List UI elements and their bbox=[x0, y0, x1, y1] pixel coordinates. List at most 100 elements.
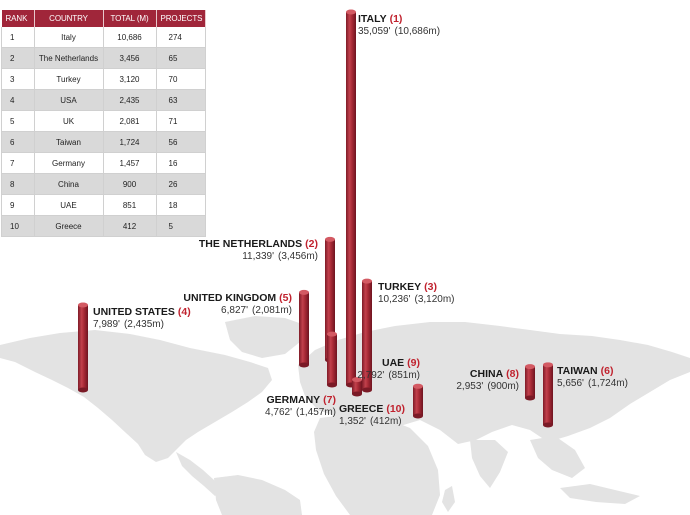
country-cell: Greece bbox=[34, 215, 104, 237]
projects-cell: 71 bbox=[156, 110, 206, 132]
height-meters: (2,435m) bbox=[124, 319, 164, 330]
country-name: GERMANY bbox=[266, 394, 320, 406]
bar-label-usa: UNITED STATES (4) bbox=[93, 306, 191, 318]
rank-number: (9) bbox=[407, 357, 420, 369]
bar-label-turkey: TURKEY (3) bbox=[378, 281, 437, 293]
height-feet: 10,236' bbox=[378, 294, 411, 305]
bar-uae bbox=[413, 383, 423, 419]
rank-number: (2) bbox=[305, 238, 318, 250]
bar-label-taiwan: TAIWAN (6) bbox=[557, 365, 613, 377]
total-cell: 1,457 bbox=[103, 152, 157, 174]
total-cell: 1,724 bbox=[103, 131, 157, 153]
height-feet: 6,827' bbox=[221, 305, 248, 316]
height-label-usa: 7,989' (2,435m) bbox=[93, 319, 164, 330]
rank-number: (3) bbox=[424, 281, 437, 293]
total-cell: 851 bbox=[103, 194, 157, 216]
bar-label-uk: UNITED KINGDOM (5) bbox=[183, 292, 292, 304]
country-name: UNITED STATES bbox=[93, 306, 175, 318]
country-name: THE NETHERLANDS bbox=[199, 238, 302, 250]
rank-number: (6) bbox=[601, 365, 614, 377]
country-name: CHINA bbox=[470, 368, 504, 380]
bar-label-italy: ITALY (1) bbox=[358, 13, 402, 25]
table-row: 7 Germany 1,457 16 bbox=[1, 152, 206, 174]
table-row: 2 The Netherlands 3,456 65 bbox=[1, 47, 206, 69]
height-label-netherlands: 11,339' (3,456m) bbox=[242, 251, 318, 262]
height-label-germany: 4,762' (1,457m) bbox=[265, 407, 336, 418]
bar-label-netherlands: THE NETHERLANDS (2) bbox=[199, 238, 318, 250]
rank-number: (10) bbox=[386, 403, 405, 415]
bar-label-china: CHINA (8) bbox=[470, 368, 519, 380]
table-row: 4 USA 2,435 63 bbox=[1, 89, 206, 111]
total-cell: 3,456 bbox=[103, 47, 157, 69]
table-row: 5 UK 2,081 71 bbox=[1, 110, 206, 132]
country-name: TAIWAN bbox=[557, 365, 598, 377]
height-meters: (900m) bbox=[487, 381, 519, 392]
land-masses bbox=[0, 316, 690, 515]
table-header-row: RANK COUNTRY TOTAL (M) PROJECTS bbox=[1, 10, 206, 27]
height-label-uae: 2,792' (851m) bbox=[357, 370, 420, 381]
height-meters: (1,457m) bbox=[296, 407, 336, 418]
rank-number: (8) bbox=[506, 368, 519, 380]
projects-cell: 5 bbox=[156, 215, 206, 237]
rank-cell: 3 bbox=[1, 68, 35, 90]
rank-cell: 2 bbox=[1, 47, 35, 69]
rank-cell: 5 bbox=[1, 110, 35, 132]
total-cell: 2,435 bbox=[103, 89, 157, 111]
country-cell: The Netherlands bbox=[34, 47, 104, 69]
height-label-china: 2,953' (900m) bbox=[456, 381, 519, 392]
total-cell: 10,686 bbox=[103, 27, 157, 48]
ranking-table: RANK COUNTRY TOTAL (M) PROJECTS 1 Italy 10… bbox=[1, 10, 206, 237]
table-row: 10 Greece 412 5 bbox=[1, 215, 206, 237]
total-cell: 900 bbox=[103, 173, 157, 195]
total-cell: 412 bbox=[103, 215, 157, 237]
bar-greece bbox=[352, 377, 362, 397]
height-meters: (10,686m) bbox=[395, 26, 441, 37]
country-name: UAE bbox=[382, 357, 404, 369]
height-meters: (3,456m) bbox=[278, 251, 318, 262]
country-name: ITALY bbox=[358, 13, 387, 25]
bar-label-germany: GERMANY (7) bbox=[266, 394, 336, 406]
height-label-taiwan: 5,656' (1,724m) bbox=[557, 378, 628, 389]
height-feet: 2,953' bbox=[456, 381, 483, 392]
country-cell: UK bbox=[34, 110, 104, 132]
height-meters: (1,724m) bbox=[588, 378, 628, 389]
rank-cell: 7 bbox=[1, 152, 35, 174]
bar-uk bbox=[299, 289, 309, 368]
height-label-greece: 1,352' (412m) bbox=[339, 416, 402, 427]
rank-number: (4) bbox=[178, 306, 191, 318]
height-label-italy: 35,059' (10,686m) bbox=[358, 26, 440, 37]
rank-cell: 9 bbox=[1, 194, 35, 216]
bar-turkey bbox=[362, 278, 372, 393]
country-name: GREECE bbox=[339, 403, 383, 415]
rank-cell: 1 bbox=[1, 27, 35, 48]
rank-number: (1) bbox=[390, 13, 403, 25]
table-row: 9 UAE 851 18 bbox=[1, 194, 206, 216]
bar-germany bbox=[327, 331, 337, 388]
rank-number: (7) bbox=[323, 394, 336, 406]
projects-cell: 274 bbox=[156, 27, 206, 48]
column-header-total: TOTAL (M) bbox=[103, 10, 157, 27]
projects-cell: 63 bbox=[156, 89, 206, 111]
column-header-projects: PROJECTS bbox=[156, 10, 206, 27]
bar-usa bbox=[78, 302, 88, 393]
height-feet: 35,059' bbox=[358, 26, 391, 37]
country-cell: UAE bbox=[34, 194, 104, 216]
height-meters: (412m) bbox=[370, 416, 402, 427]
country-name: TURKEY bbox=[378, 281, 421, 293]
country-cell: Turkey bbox=[34, 68, 104, 90]
projects-cell: 70 bbox=[156, 68, 206, 90]
country-cell: USA bbox=[34, 89, 104, 111]
projects-cell: 26 bbox=[156, 173, 206, 195]
table-row: 1 Italy 10,686 274 bbox=[1, 27, 206, 48]
column-header-country: COUNTRY bbox=[34, 10, 104, 27]
height-label-turkey: 10,236' (3,120m) bbox=[378, 294, 455, 305]
table-row: 6 Taiwan 1,724 56 bbox=[1, 131, 206, 153]
height-feet: 11,339' bbox=[242, 251, 274, 262]
height-meters: (851m) bbox=[388, 370, 420, 381]
height-feet: 4,762' bbox=[265, 407, 292, 418]
height-feet: 2,792' bbox=[357, 370, 384, 381]
height-feet: 5,656' bbox=[557, 378, 584, 389]
projects-cell: 56 bbox=[156, 131, 206, 153]
height-feet: 7,989' bbox=[93, 319, 120, 330]
